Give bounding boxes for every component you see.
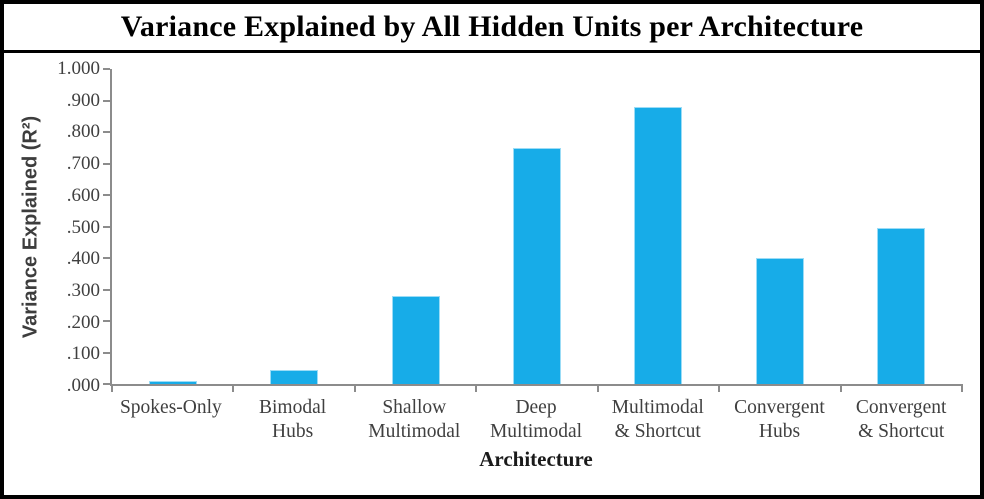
y-tick-label: .900 [66,89,100,111]
y-axis-tick [103,68,110,70]
x-category-label-line: Multimodal [611,397,704,418]
x-category-label-line: Hubs [758,421,801,442]
bar-slot [476,69,597,384]
x-category-label: Convergent Hubs [719,396,841,444]
bar-multimodal-shortcut [634,107,683,384]
x-axis-tick [111,384,113,392]
bar-bimodal-hubs [270,369,319,384]
y-axis-tick [103,225,110,228]
x-axis-tick [839,384,842,392]
y-axis-tick [103,131,110,133]
y-axis-tick [103,194,110,196]
x-category-labels: Spokes-Only Bimodal Hubs Shallow Multimodal D… [110,396,962,444]
x-category-label: Deep Multimodal [475,396,597,444]
x-axis-tick [475,384,478,392]
y-tick-label: .500 [66,216,100,238]
y-axis-tick [103,351,110,354]
y-axis-tick [103,383,110,385]
x-category-label-line: Bimodal [258,397,327,418]
y-tick-label: .600 [66,184,100,206]
bar-convergent-shortcut [877,228,926,384]
chart-region: Variance Explained (R²) Spokes-Only Bimod… [4,53,980,492]
chart-title: Variance Explained by All Hidden Units p… [120,10,864,43]
x-category-label: Shallow Multimodal [353,396,475,444]
y-tick-label: .100 [66,343,100,365]
x-category-label-line: Convergent [855,397,947,418]
bar-slot [719,69,840,384]
bars-row [112,69,962,384]
y-tick-label: .800 [66,121,100,143]
bar-slot [598,69,719,384]
bar-convergent-hubs [755,257,804,384]
y-tick-label: .700 [66,153,100,175]
y-tick-label: .000 [66,375,100,396]
bar-slot [233,69,354,384]
y-axis-tick [103,99,110,102]
y-tick-label: .400 [66,248,100,270]
x-category-label: Spokes-Only [110,396,232,444]
x-category-label-line: Spokes-Only [119,397,222,418]
x-category-label-line: Deep [515,397,557,418]
x-category-label-line: Convergent [734,397,825,418]
bar-slot [355,69,476,384]
x-category-label-line: & Shortcut [858,421,945,442]
x-axis-tick [961,384,963,392]
x-axis-tick [232,384,235,392]
plot-area [103,68,963,392]
x-axis-tick [596,384,599,392]
x-category-label-line: Shallow [382,397,447,418]
bar-slot [112,69,233,384]
bar-deep-multimodal [512,148,561,384]
y-axis-tick [103,257,110,259]
y-axis-tick [103,288,110,291]
x-category-label-line: Hubs [271,421,314,442]
bar-spokes-only [148,380,197,384]
y-tick-label: 1.000 [57,58,100,79]
y-axis-tick [103,320,110,322]
x-category-label: Multimodal & Shortcut [597,396,719,444]
bar-slot [841,69,962,384]
x-axis-tick [353,384,356,392]
bar-shallow-multimodal [391,295,440,384]
x-category-label-line: Multimodal [368,421,461,442]
chart-title-bar: Variance Explained by All Hidden Units p… [4,4,980,53]
x-axis-title: Architecture [479,447,593,471]
x-category-label: Bimodal Hubs [232,396,354,444]
y-axis-tick [103,162,110,165]
x-category-label-line: & Shortcut [614,421,701,442]
x-category-label-line: Multimodal [489,421,583,442]
y-tick-label: .200 [66,311,100,333]
x-axis-tick [718,384,721,392]
x-category-label: Convergent & Shortcut [840,396,962,444]
y-tick-label: .300 [66,279,100,301]
